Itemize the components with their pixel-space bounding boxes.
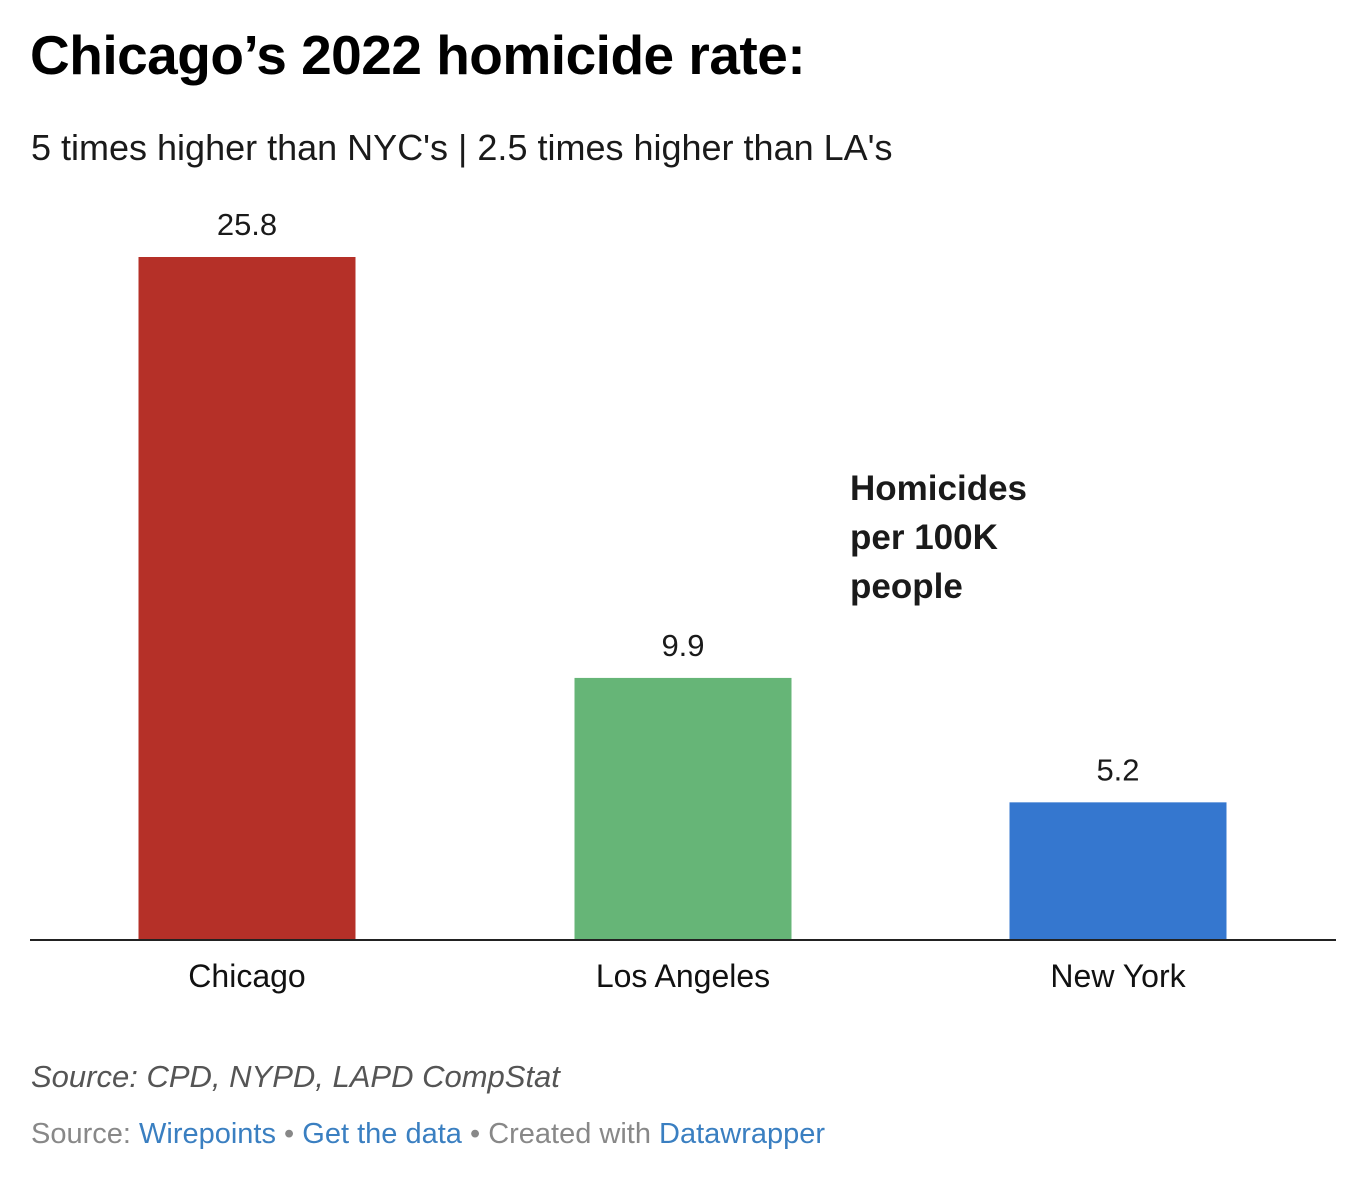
annotation-line: per 100K [850,518,998,557]
bars-layer: 25.8 Chicago 9.9 Los Angeles 5.2 New York [138,207,1227,994]
source-link[interactable]: Wirepoints [139,1118,276,1150]
category-label-chicago: Chicago [188,958,305,994]
category-label-los-angeles: Los Angeles [596,958,770,994]
footer-separator-2: • [461,1118,489,1150]
value-label-new-york: 5.2 [1096,752,1139,787]
bar-los-angeles [574,677,792,940]
datawrapper-link[interactable]: Datawrapper [659,1118,826,1150]
bar-chicago [138,257,356,940]
annotation-line: Homicides [850,469,1027,508]
bar-chart: 25.8 Chicago 9.9 Los Angeles 5.2 New York Hom… [30,207,1336,994]
footer-created-prefix: Created with [488,1118,660,1150]
value-label-chicago: 25.8 [217,207,277,242]
footer-separator: • [276,1118,303,1150]
footer: Source: Wirepoints • Get the data • Crea… [31,1114,825,1154]
chart-title: Chicago’s 2022 homicide rate: [30,24,806,86]
annotation-line: people [850,567,963,606]
value-label-los-angeles: 9.9 [661,628,704,663]
footer-source-prefix: Source: [31,1118,139,1150]
bar-new-york [1009,802,1227,940]
source-note: Source: CPD, NYPD, LAPD CompStat [31,1059,560,1094]
category-label-new-york: New York [1050,958,1186,994]
get-the-data-link[interactable]: Get the data [302,1118,462,1150]
annotation-layer: Homicides per 100K people [850,469,1027,606]
chart-subtitle: 5 times higher than NYC's | 2.5 times hi… [31,127,893,168]
